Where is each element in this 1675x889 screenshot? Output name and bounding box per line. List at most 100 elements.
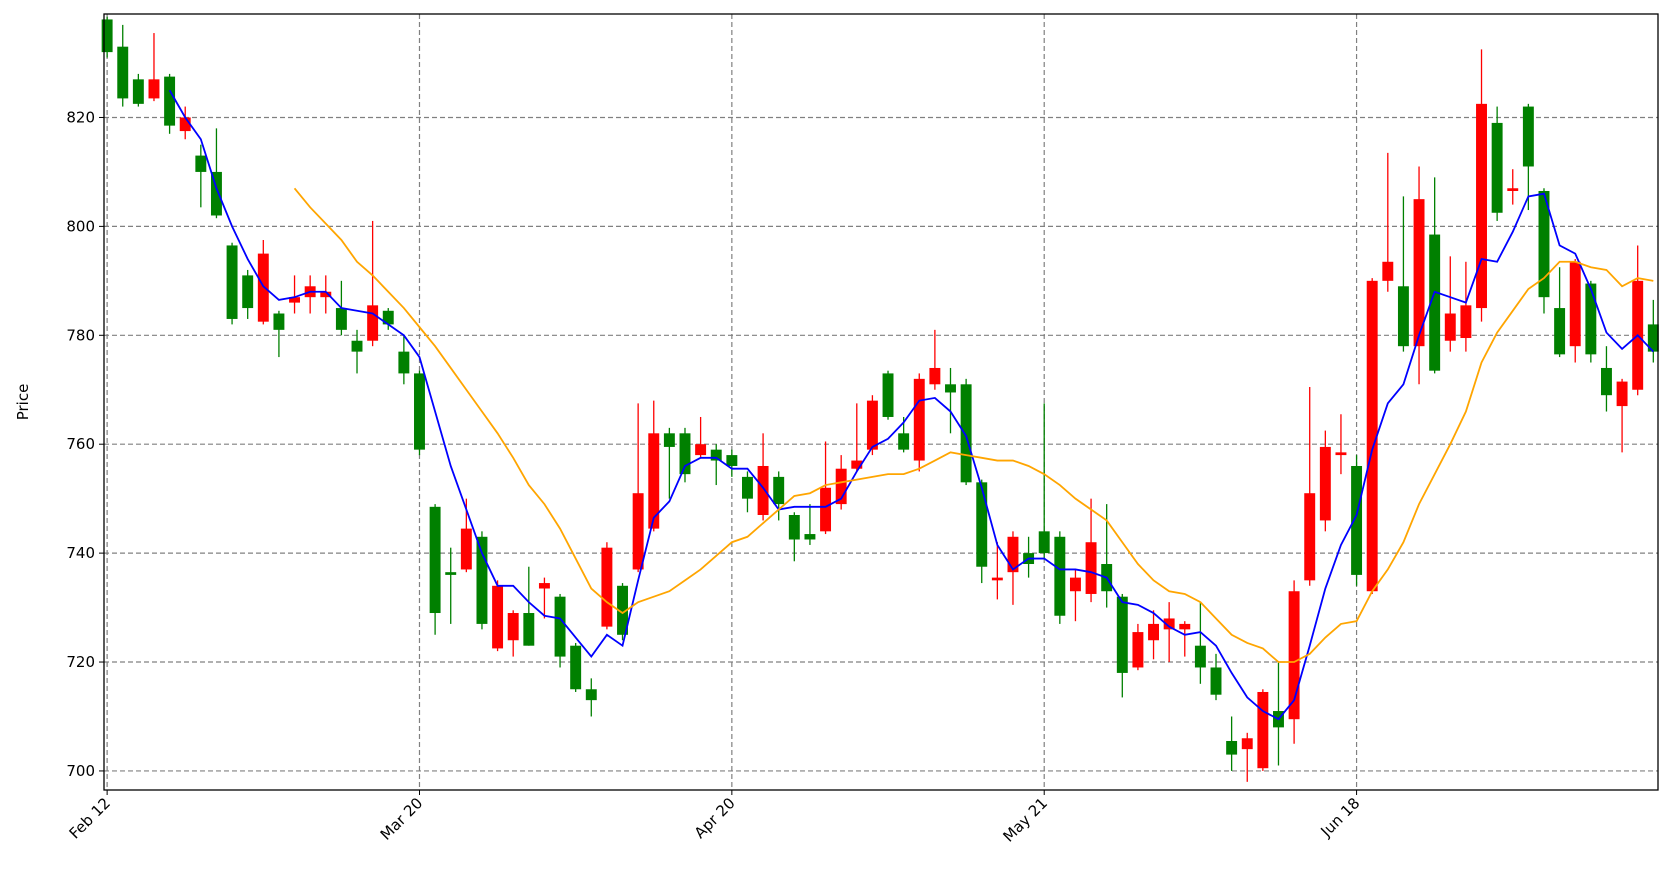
candle-body bbox=[1288, 591, 1300, 720]
candle-body bbox=[382, 310, 394, 325]
candle-body bbox=[1397, 286, 1409, 347]
candle-body bbox=[148, 79, 160, 99]
candle-body bbox=[804, 534, 816, 540]
candle-body bbox=[991, 577, 1003, 581]
candle-body bbox=[398, 351, 410, 374]
candle-body bbox=[1569, 261, 1581, 347]
y-tick-label: 780 bbox=[66, 326, 95, 344]
candle-body bbox=[820, 487, 832, 532]
candle-body bbox=[1366, 280, 1378, 592]
x-tick-label: Jun 18 bbox=[1317, 794, 1364, 841]
candle-body bbox=[367, 305, 379, 341]
y-tick-label: 800 bbox=[66, 217, 95, 235]
plot-frame bbox=[103, 13, 1659, 791]
candle-body bbox=[851, 460, 863, 469]
x-tick-label: Apr 20 bbox=[691, 794, 739, 842]
candle-body bbox=[1132, 632, 1144, 668]
candle-body bbox=[1241, 738, 1253, 750]
candle-body bbox=[226, 245, 238, 319]
candle-body bbox=[1038, 531, 1050, 554]
moving-average-line bbox=[293, 187, 1654, 663]
y-tick-label: 720 bbox=[66, 653, 95, 671]
x-tick-label: Mar 20 bbox=[377, 794, 427, 844]
candle-body bbox=[132, 79, 144, 104]
candle-body bbox=[1413, 199, 1425, 347]
candle-body bbox=[741, 476, 753, 499]
candle-body bbox=[695, 444, 707, 456]
y-tick-label: 760 bbox=[66, 435, 95, 453]
candle-body bbox=[882, 373, 894, 417]
candle-body bbox=[210, 171, 222, 216]
candle-body bbox=[320, 291, 332, 298]
candle-body bbox=[788, 514, 800, 540]
candle-body bbox=[460, 528, 472, 570]
candle-body bbox=[1210, 667, 1222, 695]
candle-body bbox=[648, 433, 660, 529]
candle-body bbox=[445, 572, 457, 575]
candle-body bbox=[1069, 577, 1081, 592]
candle-body bbox=[1304, 493, 1316, 581]
candle-body bbox=[1522, 106, 1534, 167]
candle-body bbox=[773, 476, 785, 505]
candle-body bbox=[835, 468, 847, 505]
candle-body bbox=[1600, 367, 1612, 396]
y-tick-label: 700 bbox=[66, 762, 95, 780]
candle-body bbox=[1616, 381, 1628, 407]
candle-body bbox=[757, 465, 769, 515]
candle-body bbox=[976, 482, 988, 567]
candle-body bbox=[1085, 542, 1097, 594]
candle-body bbox=[960, 384, 972, 483]
candle-body bbox=[1163, 618, 1175, 630]
candle-body bbox=[1444, 313, 1456, 341]
candle-body bbox=[1585, 283, 1597, 355]
candle-body bbox=[1647, 324, 1659, 352]
y-tick-label: 740 bbox=[66, 544, 95, 562]
candle-body bbox=[663, 433, 675, 447]
candle-body bbox=[179, 117, 191, 132]
candle-body bbox=[507, 613, 519, 641]
candle-body bbox=[710, 449, 722, 461]
candle-body bbox=[1148, 623, 1160, 641]
candle-body bbox=[1116, 596, 1128, 673]
candle-body bbox=[570, 645, 582, 690]
candle-body bbox=[617, 585, 628, 635]
candle-body bbox=[929, 367, 941, 385]
candle-body bbox=[601, 547, 613, 627]
candle-body bbox=[945, 384, 956, 393]
candle-body bbox=[117, 46, 129, 99]
candle-body bbox=[585, 689, 597, 701]
candle-body bbox=[1319, 446, 1331, 521]
x-tick-label: Feb 12 bbox=[66, 794, 114, 842]
y-tick-label: 820 bbox=[66, 108, 95, 126]
candle-body bbox=[898, 433, 910, 450]
candle-body bbox=[1054, 536, 1066, 616]
candle-body bbox=[257, 253, 269, 322]
candle-body bbox=[538, 583, 550, 589]
x-tick-label: May 21 bbox=[1000, 794, 1052, 846]
candle-body bbox=[632, 493, 644, 570]
candle-body bbox=[1351, 465, 1363, 575]
candle-body bbox=[351, 340, 363, 352]
candle-body bbox=[164, 76, 176, 126]
candle-body bbox=[492, 585, 504, 649]
y-axis-label: Price bbox=[14, 384, 32, 421]
candle-body bbox=[913, 378, 925, 461]
candle-body bbox=[1335, 452, 1347, 456]
candle-body bbox=[1257, 691, 1269, 769]
moving-average-line bbox=[168, 89, 1654, 721]
candle-body bbox=[476, 536, 488, 624]
candle-body bbox=[335, 308, 347, 330]
candle-body bbox=[1491, 122, 1503, 213]
candle-body bbox=[1554, 308, 1566, 355]
candle-body bbox=[1429, 234, 1441, 371]
candle-body bbox=[679, 433, 691, 475]
candle-body bbox=[1226, 740, 1238, 755]
candle-body bbox=[429, 506, 441, 614]
candle-body bbox=[1382, 261, 1394, 281]
candle-body bbox=[1007, 536, 1019, 573]
candle-body bbox=[242, 275, 254, 309]
candle-body bbox=[289, 297, 301, 303]
candle-body bbox=[1476, 103, 1487, 309]
candle-body bbox=[866, 400, 878, 450]
candle-body bbox=[1507, 188, 1519, 191]
